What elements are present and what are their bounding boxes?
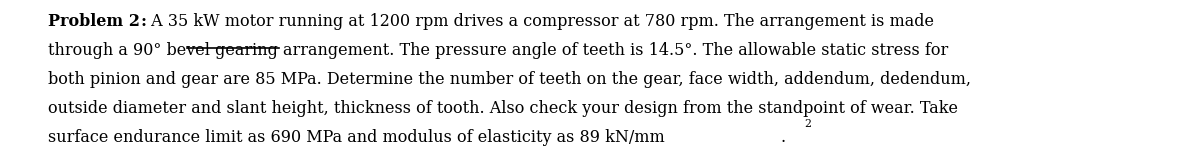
- Text: Problem 2: Problem 2: [48, 13, 140, 30]
- Text: :: :: [140, 13, 146, 30]
- Text: outside diameter and slant height, thickness of tooth. Also check your design fr: outside diameter and slant height, thick…: [48, 100, 958, 117]
- Text: surface endurance limit as 690 MPa and modulus of elasticity as 89 kN/mm: surface endurance limit as 690 MPa and m…: [48, 129, 665, 146]
- Text: both pinion and gear are 85 MPa. Determine the number of teeth on the gear, face: both pinion and gear are 85 MPa. Determi…: [48, 71, 971, 88]
- Text: through a 90° bevel gearing arrangement. The pressure angle of teeth is 14.5°. T: through a 90° bevel gearing arrangement.…: [48, 42, 948, 59]
- Text: 2: 2: [804, 119, 811, 129]
- Text: A 35 kW motor running at 1200 rpm drives a compressor at 780 rpm. The arrangemen: A 35 kW motor running at 1200 rpm drives…: [146, 13, 934, 30]
- Text: .: .: [780, 129, 785, 146]
